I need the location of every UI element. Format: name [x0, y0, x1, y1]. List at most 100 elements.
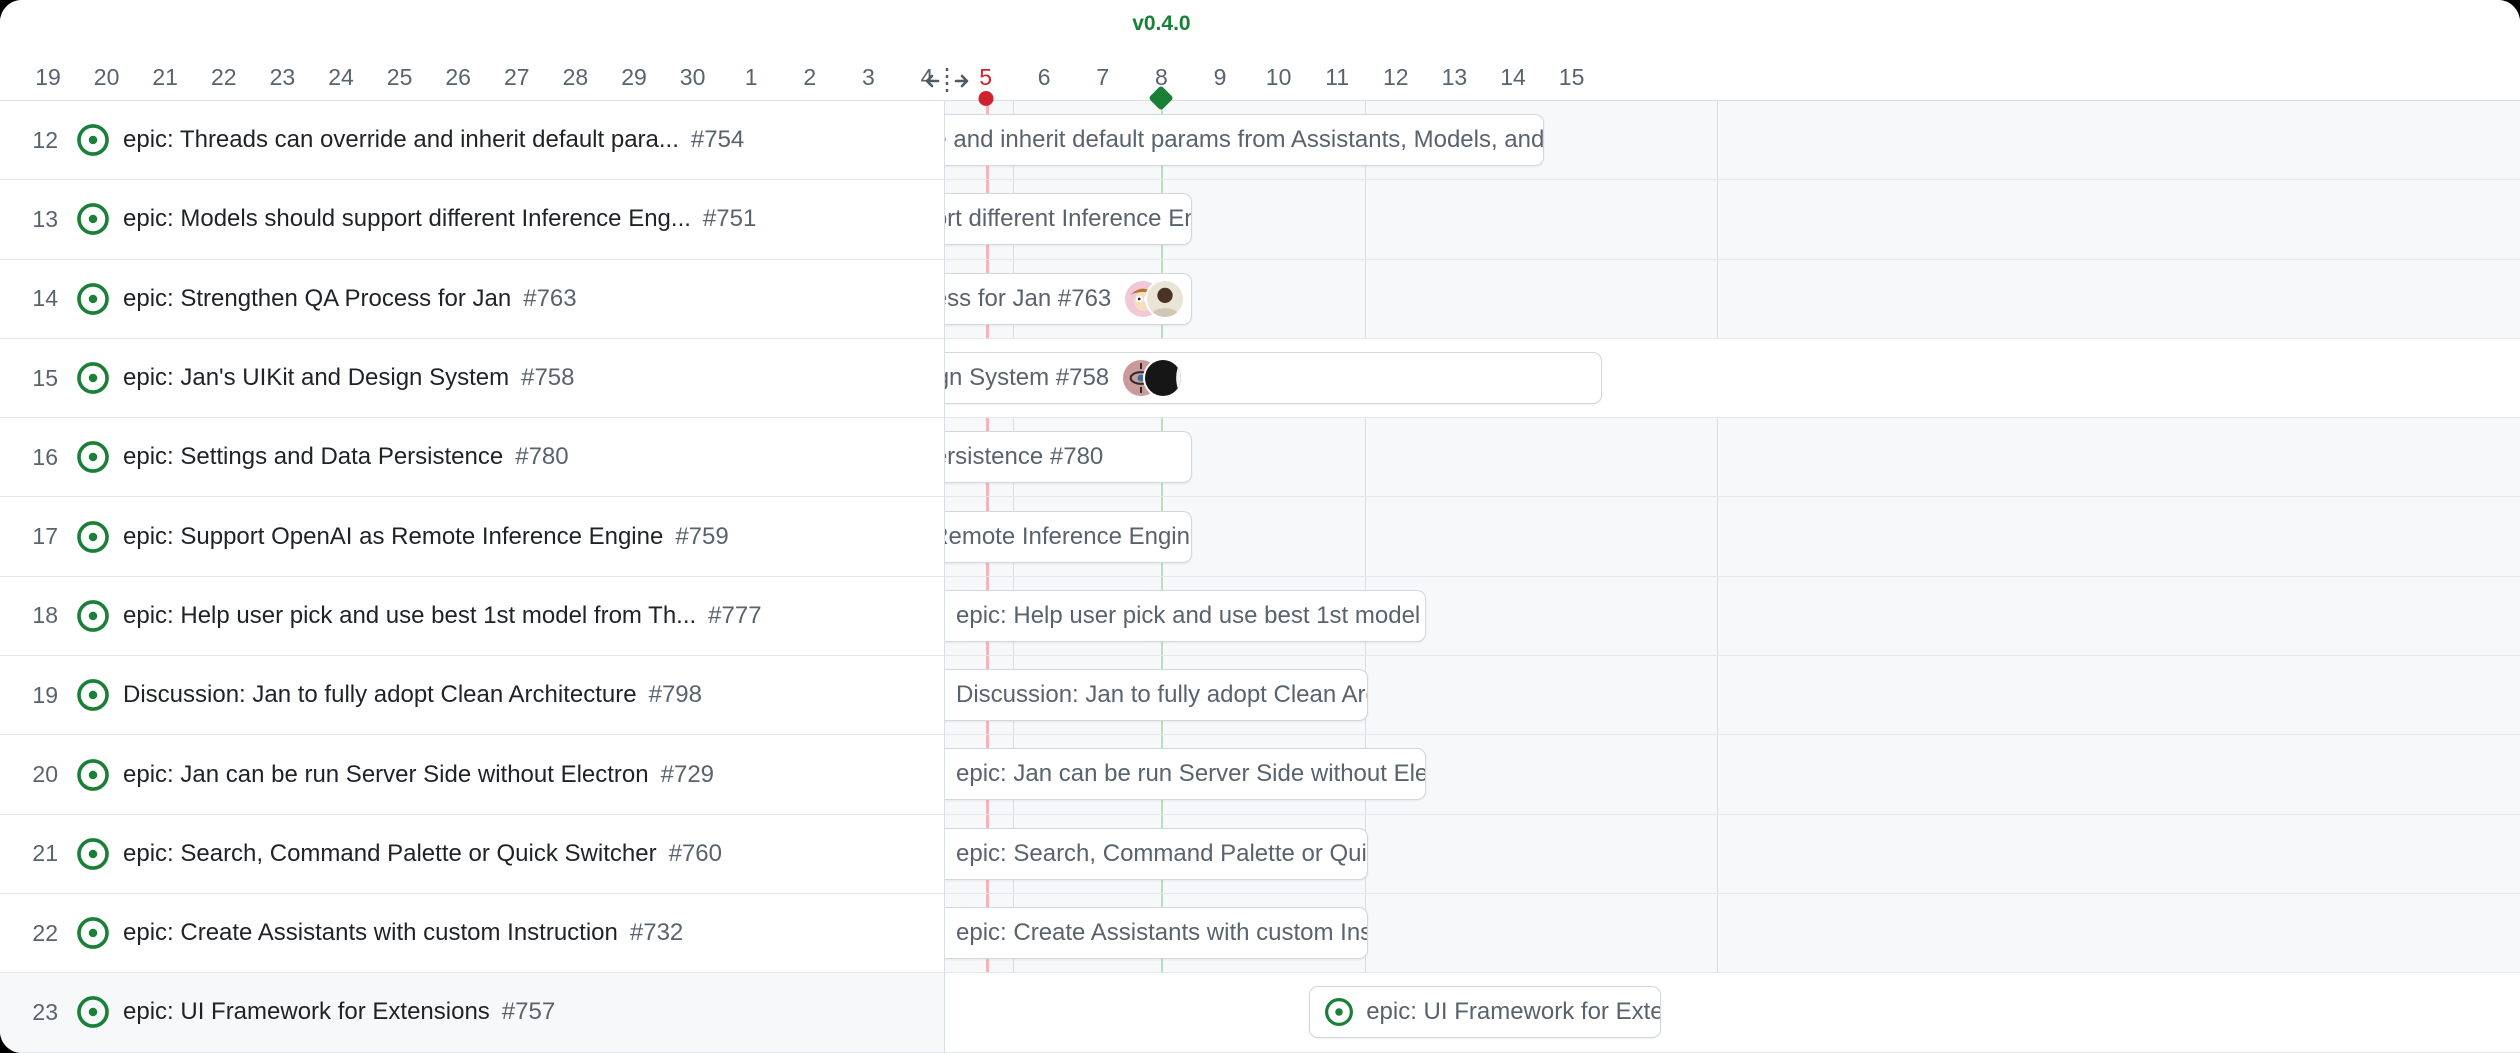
- table-row[interactable]: 17 epic: Support OpenAI as Remote Inferen…: [0, 497, 944, 577]
- open-issue-icon: [77, 520, 109, 553]
- assignee-avatars[interactable]: [1123, 359, 1182, 396]
- issue-title[interactable]: epic: Jan can be run Server Side without…: [123, 760, 649, 788]
- day-tick-1: 1: [744, 64, 758, 90]
- gantt-bar-title: epic: Create Assistants with custom Inst…: [956, 919, 1367, 946]
- open-issue-icon: [77, 600, 109, 632]
- row-number: 18: [32, 602, 58, 629]
- table-row[interactable]: 22 epic: Create Assistants with custom In…: [0, 893, 944, 974]
- table-row[interactable]: 15 epic: Jan's UIKit and Design System #75…: [0, 338, 944, 419]
- gantt-bar-title: epic: Strengthen QA Process for Jan #763: [945, 284, 1112, 312]
- issue-title[interactable]: epic: Help user pick and use best 1st mo…: [123, 601, 697, 629]
- gantt-bar[interactable]: epic: Search, Command Palette or Quick S…: [945, 827, 1368, 880]
- gantt-bar[interactable]: epic: Jan's UIKit and Design System #758: [945, 351, 1603, 404]
- avatar-dark-crescent[interactable]: [1145, 359, 1182, 396]
- table-row[interactable]: 19 Discussion: Jan to fully adopt Clean A…: [0, 656, 944, 736]
- row-number: 17: [32, 523, 58, 550]
- table-row[interactable]: 16 epic: Settings and Data Persistence #78…: [0, 418, 944, 498]
- milestone-label[interactable]: v0.4.0: [1132, 12, 1191, 35]
- avatar-person-dark[interactable]: [1147, 280, 1184, 317]
- issue-number[interactable]: #757: [501, 998, 556, 1026]
- milestone-vertical-line: [1161, 101, 1164, 1053]
- gantt-chart-area[interactable]: epic: Threads can override and inherit d…: [945, 101, 2520, 1053]
- issue-title[interactable]: epic: Threads can override and inherit d…: [123, 126, 679, 154]
- gantt-bar-title: epic: Threads can override and inherit d…: [945, 126, 1544, 153]
- table-row[interactable]: 23 epic: UI Framework for Extensions #757: [0, 973, 944, 1053]
- issue-title[interactable]: epic: Settings and Data Persistence: [123, 443, 504, 471]
- day-tick-26: 26: [445, 64, 471, 90]
- issue-number[interactable]: #780: [515, 443, 569, 471]
- issue-number[interactable]: #732: [629, 919, 684, 947]
- table-row[interactable]: 20 epic: Jan can be run Server Side witho…: [0, 735, 944, 815]
- gantt-bar-title: epic: Support OpenAI as Remote Inference…: [945, 522, 1191, 550]
- table-row[interactable]: 12 epic: Threads can override and inherit…: [0, 101, 944, 181]
- issue-title[interactable]: epic: Search, Command Palette or Quick S…: [123, 839, 657, 867]
- day-tick-8: 8: [1154, 64, 1168, 90]
- issue-title[interactable]: epic: Support OpenAI as Remote Inference…: [123, 522, 664, 550]
- issue-title[interactable]: epic: Strengthen QA Process for Jan: [123, 284, 512, 312]
- day-tick-2: 2: [803, 64, 817, 90]
- issue-title[interactable]: epic: Jan's UIKit and Design System: [123, 364, 510, 392]
- issue-number[interactable]: #763: [523, 284, 577, 312]
- issue-number[interactable]: #798: [648, 681, 702, 709]
- day-tick-27: 27: [504, 64, 530, 90]
- today-vertical-line: [985, 101, 989, 1053]
- day-tick-21: 21: [152, 64, 178, 90]
- gantt-bar[interactable]: epic: Help user pick and use best 1st mo…: [945, 589, 1427, 642]
- gantt-bar-title: epic: Jan can be run Server Side without…: [956, 760, 1425, 788]
- issue-title[interactable]: Discussion: Jan to fully adopt Clean Arc…: [123, 681, 637, 709]
- day-tick-20: 20: [93, 64, 120, 90]
- gantt-row-band[interactable]: [945, 815, 2520, 894]
- gantt-bar[interactable]: epic: Models should support different In…: [945, 193, 1192, 246]
- gantt-bar-title: epic: Settings and Data Persistence #780: [945, 443, 1104, 471]
- issue-title[interactable]: epic: UI Framework for Extensions: [123, 998, 490, 1026]
- open-issue-icon: [77, 282, 109, 315]
- gantt-bar[interactable]: epic: Create Assistants with custom Inst…: [945, 907, 1368, 959]
- day-tick-28: 28: [562, 64, 589, 90]
- gantt-row-band[interactable]: [945, 973, 2520, 1053]
- issue-title[interactable]: epic: Models should support different In…: [123, 205, 691, 233]
- gantt-bar[interactable]: epic: UI Framework for Exte: [1309, 986, 1661, 1039]
- table-row[interactable]: 13 epic: Models should support different …: [0, 180, 944, 260]
- issue-title[interactable]: epic: Create Assistants with custom Inst…: [123, 919, 618, 947]
- gantt-row-band[interactable]: [945, 418, 2520, 498]
- day-tick-7: 7: [1096, 64, 1110, 90]
- gantt-row-band[interactable]: [945, 894, 2520, 974]
- gantt-row-band[interactable]: [945, 577, 2520, 657]
- gantt-bar-title: epic: Search, Command Palette or Quick S…: [956, 839, 1367, 867]
- day-tick-30: 30: [679, 64, 706, 90]
- day-tick-29: 29: [621, 64, 647, 90]
- gantt-row-band[interactable]: [945, 101, 2520, 181]
- day-tick-15: 15: [1558, 64, 1585, 90]
- gantt-bar[interactable]: Discussion: Jan to fully adopt Clean Arc…: [945, 669, 1368, 722]
- row-number: 21: [32, 840, 58, 867]
- gantt-row-band[interactable]: [945, 735, 2520, 815]
- day-tick-24: 24: [328, 64, 354, 90]
- gantt-bar[interactable]: epic: Jan can be run Server Side without…: [945, 748, 1427, 801]
- issue-number[interactable]: #758: [521, 364, 575, 392]
- table-row[interactable]: 18 epic: Help user pick and use best 1st …: [0, 576, 944, 657]
- issue-number[interactable]: #729: [660, 760, 715, 788]
- day-tick-14: 14: [1500, 64, 1526, 90]
- gantt-bar[interactable]: epic: Strengthen QA Process for Jan #763: [945, 272, 1192, 325]
- gantt-row-band[interactable]: [945, 498, 2520, 577]
- table-row[interactable]: 21 epic: Search, Command Palette or Quick…: [0, 814, 944, 894]
- day-tick-5: 5: [979, 64, 992, 90]
- row-number: 13: [32, 205, 58, 232]
- assignee-avatars[interactable]: [1125, 280, 1184, 317]
- issue-number[interactable]: #777: [708, 601, 762, 629]
- gantt-bar[interactable]: epic: Support OpenAI as Remote Inference…: [945, 510, 1192, 563]
- day-tick-19: 19: [35, 64, 61, 90]
- issue-number[interactable]: #760: [668, 839, 722, 867]
- row-number: 15: [32, 364, 58, 391]
- issue-number[interactable]: #754: [690, 126, 745, 154]
- issue-number[interactable]: #751: [702, 205, 757, 233]
- table-row[interactable]: 14 epic: Strengthen QA Process for Jan #76…: [0, 259, 944, 339]
- day-tick-6: 6: [1037, 64, 1051, 90]
- gantt-bar[interactable]: epic: Settings and Data Persistence #780: [945, 431, 1192, 484]
- gantt-row-band[interactable]: [945, 260, 2520, 339]
- gantt-bar-title: epic: Jan's UIKit and Design System #758: [945, 363, 1110, 391]
- issue-number[interactable]: #759: [675, 522, 729, 550]
- gantt-row-band[interactable]: [945, 180, 2520, 260]
- gantt-bar[interactable]: epic: Threads can override and inherit d…: [945, 114, 1544, 166]
- gantt-row-band[interactable]: [945, 656, 2520, 736]
